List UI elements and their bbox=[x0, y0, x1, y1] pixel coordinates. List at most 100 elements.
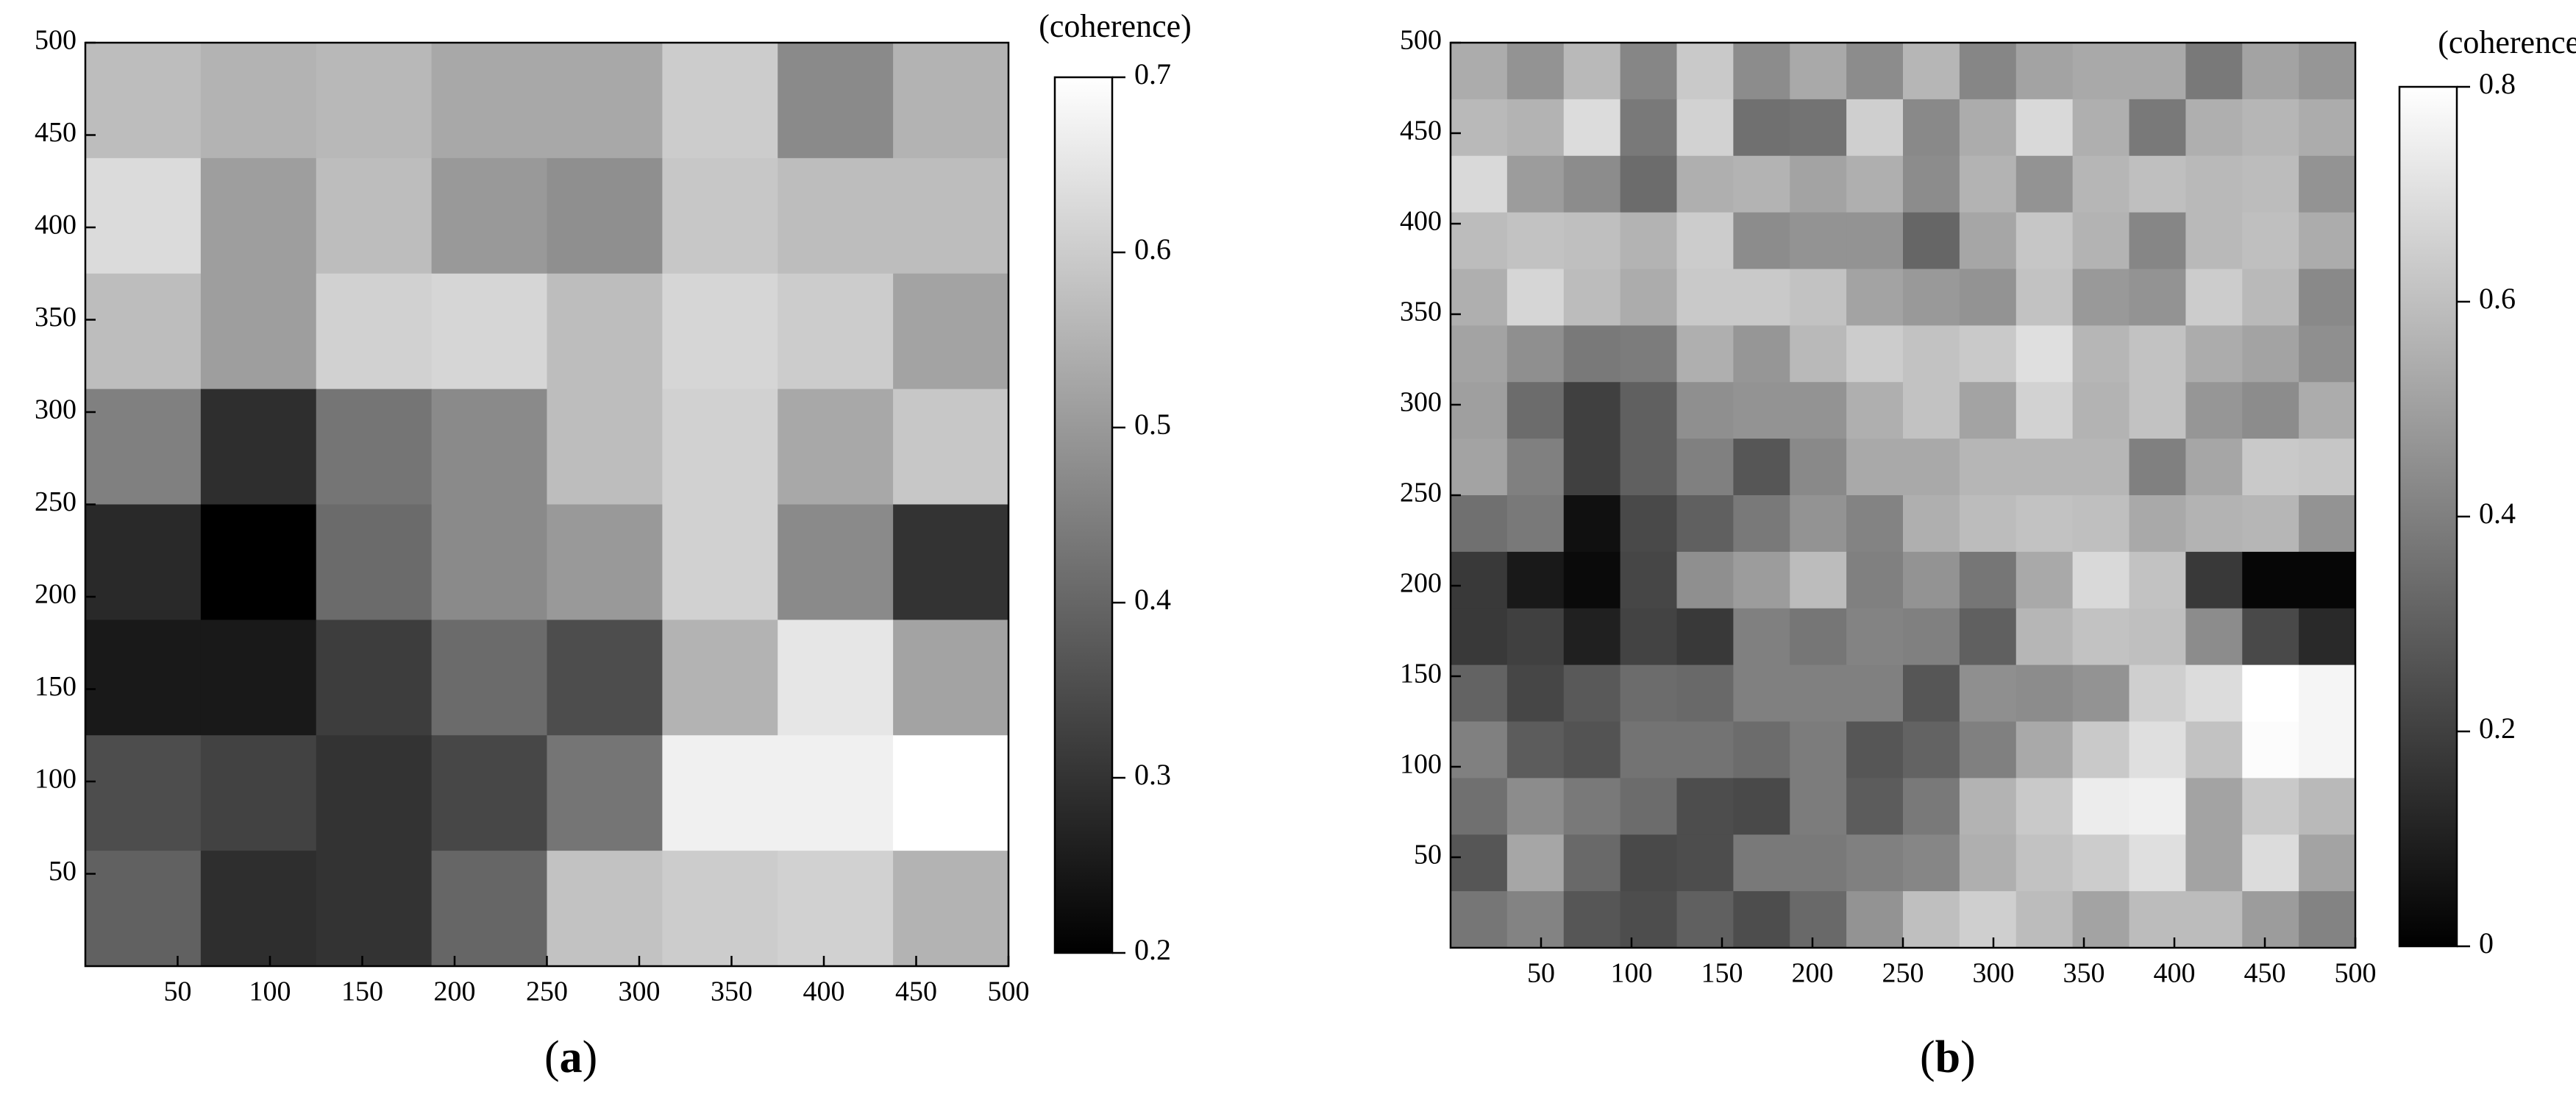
heatmap-cell-b-r15-c5 bbox=[1733, 891, 1790, 948]
heatmap-cell-b-r6-c12 bbox=[2129, 382, 2186, 439]
y-tick-label-b-150: 150 bbox=[1400, 659, 1442, 689]
heatmap-cell-b-r13-c13 bbox=[2185, 778, 2243, 835]
heatmap-cell-b-r5-c11 bbox=[2072, 325, 2130, 383]
heatmap-cell-b-r12-c14 bbox=[2242, 721, 2299, 779]
heatmap-cell-b-r9-c15 bbox=[2299, 551, 2356, 609]
colorbar-tick-label-a-0.5: 0.5 bbox=[1134, 408, 1171, 441]
heatmap-cell-b-r13-c5 bbox=[1733, 778, 1790, 835]
heatmap-cell-b-r2-c10 bbox=[2015, 155, 2074, 213]
heatmap-cell-b-r8-c10 bbox=[2015, 495, 2074, 553]
heatmap-cell-b-r4-c10 bbox=[2015, 269, 2074, 326]
heatmap-cell-b-r14-c7 bbox=[1846, 834, 1904, 892]
heatmap-cell-b-r14-c9 bbox=[1959, 834, 2017, 892]
heatmap-cell-a-r4-c1 bbox=[200, 504, 317, 620]
heatmap-cell-b-r15-c12 bbox=[2129, 891, 2186, 948]
y-tick-label-a-250: 250 bbox=[35, 486, 77, 517]
colorbar-tick-label-b-0.8: 0.8 bbox=[2479, 67, 2516, 100]
heatmap-cell-b-r5-c6 bbox=[1790, 325, 1847, 383]
heatmap-cell-b-r2-c7 bbox=[1846, 155, 1904, 213]
heatmap-cell-b-r7-c4 bbox=[1676, 439, 1734, 496]
heatmap-cell-b-r2-c0 bbox=[1451, 155, 1508, 213]
heatmap-cell-a-r0-c4 bbox=[547, 43, 663, 159]
heatmap-cell-b-r11-c0 bbox=[1451, 664, 1508, 723]
x-tick-label-a-400: 400 bbox=[803, 976, 845, 1007]
heatmap-cell-b-r9-c4 bbox=[1676, 551, 1734, 609]
heatmap-cell-b-r8-c12 bbox=[2129, 495, 2186, 553]
heatmap-cell-b-r14-c6 bbox=[1790, 834, 1847, 892]
heatmap-cell-b-r9-c2 bbox=[1563, 551, 1621, 609]
heatmap-cell-b-r8-c6 bbox=[1790, 495, 1847, 553]
heatmap-cell-b-r6-c0 bbox=[1451, 382, 1508, 439]
heatmap-cell-b-r11-c6 bbox=[1790, 664, 1847, 723]
heatmap-cell-b-r15-c4 bbox=[1676, 891, 1734, 948]
heatmap-cell-b-r0-c5 bbox=[1733, 43, 1790, 100]
y-tick-label-b-450: 450 bbox=[1400, 116, 1442, 146]
x-tick-label-b-250: 250 bbox=[1882, 958, 1924, 989]
y-tick-label-b-400: 400 bbox=[1400, 206, 1442, 237]
heatmap-cell-b-r11-c14 bbox=[2242, 664, 2299, 723]
heatmap-cell-b-r3-c0 bbox=[1451, 212, 1508, 270]
heatmap-cell-b-r6-c10 bbox=[2015, 382, 2074, 439]
heatmap-cell-b-r5-c2 bbox=[1563, 325, 1621, 383]
heatmap-cell-b-r13-c14 bbox=[2242, 778, 2299, 835]
heatmap-cell-b-r8-c14 bbox=[2242, 495, 2299, 553]
heatmap-cell-a-r6-c2 bbox=[316, 735, 433, 851]
heatmap-cell-b-r8-c1 bbox=[1506, 495, 1565, 553]
heatmap-cell-b-r7-c8 bbox=[1903, 439, 1960, 496]
heatmap-cell-b-r14-c2 bbox=[1563, 834, 1621, 892]
heatmap-cell-a-r1-c4 bbox=[547, 157, 663, 274]
heatmap-cell-b-r3-c2 bbox=[1563, 212, 1621, 270]
heatmap-cell-b-r6-c13 bbox=[2185, 382, 2243, 439]
y-tick-label-a-150: 150 bbox=[35, 671, 77, 702]
heatmap-cell-b-r12-c6 bbox=[1790, 721, 1847, 779]
heatmap-cell-b-r14-c8 bbox=[1903, 834, 1960, 892]
heatmap-cell-b-r14-c15 bbox=[2299, 834, 2356, 892]
heatmap-cell-b-r11-c2 bbox=[1563, 664, 1621, 723]
colorbar-tick-label-b-0.4: 0.4 bbox=[2479, 497, 2516, 530]
heatmap-cell-b-r13-c15 bbox=[2299, 778, 2356, 835]
heatmap-cell-b-r14-c0 bbox=[1451, 834, 1508, 892]
heatmap-cell-b-r4-c13 bbox=[2185, 269, 2243, 326]
heatmap-cell-b-r12-c15 bbox=[2299, 721, 2356, 779]
heatmap-cell-b-r15-c11 bbox=[2072, 891, 2130, 948]
heatmap-cell-a-r7-c0 bbox=[85, 851, 202, 967]
heatmap-cell-a-r3-c1 bbox=[200, 389, 317, 506]
heatmap-cell-a-r5-c6 bbox=[778, 620, 894, 736]
heatmap-cell-b-r11-c12 bbox=[2129, 664, 2186, 723]
heatmap-cell-b-r1-c12 bbox=[2129, 99, 2186, 157]
heatmap-cell-a-r4-c4 bbox=[547, 504, 663, 620]
heatmap-cell-b-r0-c0 bbox=[1451, 43, 1508, 100]
heatmap-cell-b-r4-c6 bbox=[1790, 269, 1847, 326]
heatmap-cell-b-r0-c7 bbox=[1846, 43, 1904, 100]
y-tick-label-b-250: 250 bbox=[1400, 478, 1442, 508]
heatmap-cell-b-r8-c11 bbox=[2072, 495, 2130, 553]
heatmap-cell-b-r2-c14 bbox=[2242, 155, 2299, 213]
heatmap-cell-b-r3-c12 bbox=[2129, 212, 2186, 270]
heatmap-cell-b-r9-c7 bbox=[1846, 551, 1904, 609]
heatmap-cell-a-r3-c5 bbox=[662, 389, 778, 506]
heatmap-cell-b-r6-c3 bbox=[1620, 382, 1678, 439]
heatmap-cell-b-r13-c1 bbox=[1506, 778, 1565, 835]
heatmap-cell-b-r10-c0 bbox=[1451, 608, 1508, 666]
heatmap-cell-b-r6-c1 bbox=[1506, 382, 1565, 439]
heatmap-cell-b-r10-c6 bbox=[1790, 608, 1847, 666]
heatmap-cell-a-r1-c0 bbox=[85, 157, 202, 274]
heatmap-cell-a-r6-c4 bbox=[547, 735, 663, 851]
panel-label-a: a bbox=[559, 1032, 583, 1082]
heatmap-cell-b-r1-c14 bbox=[2242, 99, 2299, 157]
heatmap-cell-a-r5-c1 bbox=[200, 620, 317, 736]
heatmap-cell-b-r8-c0 bbox=[1451, 495, 1508, 553]
heatmap-cell-b-r6-c15 bbox=[2299, 382, 2356, 439]
heatmap-cell-b-r3-c1 bbox=[1506, 212, 1565, 270]
heatmap-cell-b-r1-c7 bbox=[1846, 99, 1904, 157]
heatmap-cell-b-r11-c5 bbox=[1733, 664, 1790, 723]
heatmap-cell-b-r11-c11 bbox=[2072, 664, 2130, 723]
heatmap-cell-b-r12-c7 bbox=[1846, 721, 1904, 779]
x-tick-label-b-450: 450 bbox=[2244, 958, 2286, 989]
heatmap-cell-b-r5-c12 bbox=[2129, 325, 2186, 383]
y-tick-label-a-350: 350 bbox=[35, 302, 77, 333]
heatmap-cell-b-r3-c9 bbox=[1959, 212, 2017, 270]
heatmap-cell-b-r6-c6 bbox=[1790, 382, 1847, 439]
heatmap-cell-b-r13-c9 bbox=[1959, 778, 2017, 835]
colorbar-tick-label-a-0.7: 0.7 bbox=[1134, 57, 1171, 91]
